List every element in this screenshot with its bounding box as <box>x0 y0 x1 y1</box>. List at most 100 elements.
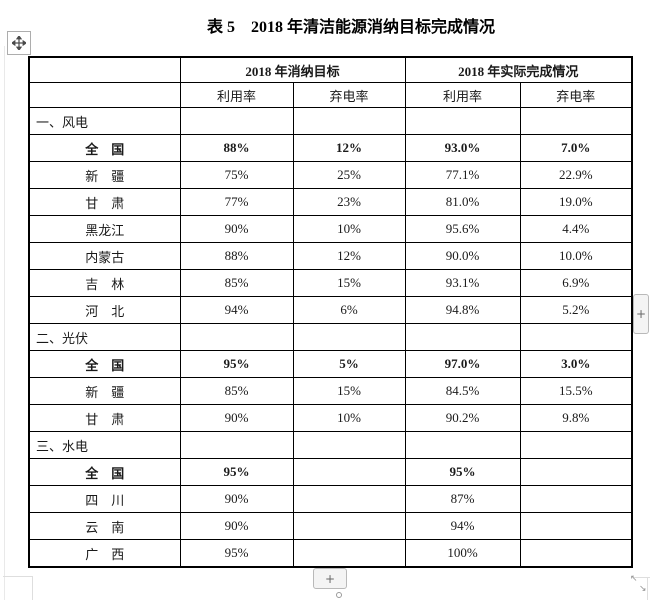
value-cell[interactable]: 5.2% <box>519 296 633 324</box>
region-header-cell[interactable] <box>28 82 181 108</box>
value-cell[interactable]: 88% <box>179 242 294 270</box>
value-cell[interactable]: 100% <box>404 539 521 568</box>
value-cell[interactable]: 90% <box>179 512 294 540</box>
region-cell[interactable]: 新 疆 <box>28 161 181 189</box>
value-cell[interactable]: 94.8% <box>404 296 521 324</box>
value-cell[interactable]: 95% <box>404 458 521 486</box>
value-cell[interactable]: 12% <box>292 134 406 162</box>
value-cell[interactable] <box>292 539 406 568</box>
sub-header-cell[interactable]: 弃电率 <box>292 82 406 108</box>
region-cell[interactable]: 吉 林 <box>28 269 181 297</box>
region-cell[interactable]: 黑龙江 <box>28 215 181 243</box>
region-cell[interactable]: 内蒙古 <box>28 242 181 270</box>
group-header-cell[interactable]: 2018 年实际完成情况 <box>404 56 633 83</box>
value-cell[interactable]: 90% <box>179 215 294 243</box>
value-cell[interactable]: 77.1% <box>404 161 521 189</box>
value-cell[interactable]: 97.0% <box>404 350 521 378</box>
region-cell[interactable]: 四 川 <box>28 485 181 513</box>
value-cell[interactable]: 93.1% <box>404 269 521 297</box>
region-cell[interactable]: 全 国 <box>28 458 181 486</box>
sub-header-cell[interactable]: 利用率 <box>404 82 521 108</box>
value-cell[interactable] <box>519 485 633 513</box>
value-cell[interactable]: 19.0% <box>519 188 633 216</box>
value-cell[interactable]: 95.6% <box>404 215 521 243</box>
value-cell[interactable]: 95% <box>179 350 294 378</box>
value-cell[interactable]: 4.4% <box>519 215 633 243</box>
region-cell[interactable]: 三、水电 <box>28 431 181 459</box>
value-cell[interactable]: 5% <box>292 350 406 378</box>
value-cell[interactable]: 25% <box>292 161 406 189</box>
value-cell[interactable]: 93.0% <box>404 134 521 162</box>
value-cell[interactable]: 85% <box>179 377 294 405</box>
table-resize-handle[interactable]: ↖ ↘ <box>629 574 649 596</box>
value-cell[interactable]: 10% <box>292 404 406 432</box>
sub-header-cell[interactable]: 弃电率 <box>519 82 633 108</box>
value-cell[interactable] <box>292 458 406 486</box>
value-cell[interactable]: 3.0% <box>519 350 633 378</box>
region-header-cell[interactable] <box>28 56 181 83</box>
value-cell[interactable]: 7.0% <box>519 134 633 162</box>
value-cell[interactable]: 90% <box>179 485 294 513</box>
value-cell[interactable]: 10.0% <box>519 242 633 270</box>
value-cell[interactable] <box>404 323 521 351</box>
move-icon <box>12 36 26 50</box>
value-cell[interactable]: 15.5% <box>519 377 633 405</box>
region-cell[interactable]: 广 西 <box>28 539 181 568</box>
value-cell[interactable] <box>519 539 633 568</box>
value-cell[interactable] <box>292 485 406 513</box>
value-cell[interactable] <box>292 323 406 351</box>
value-cell[interactable]: 90.0% <box>404 242 521 270</box>
value-cell[interactable]: 12% <box>292 242 406 270</box>
region-cell[interactable]: 甘 肃 <box>28 404 181 432</box>
value-cell[interactable] <box>292 431 406 459</box>
region-cell[interactable]: 全 国 <box>28 134 181 162</box>
value-cell[interactable] <box>519 458 633 486</box>
value-cell[interactable] <box>292 107 406 135</box>
region-cell[interactable]: 一、风电 <box>28 107 181 135</box>
value-cell[interactable]: 87% <box>404 485 521 513</box>
value-cell[interactable]: 94% <box>179 296 294 324</box>
column-drag-dot[interactable] <box>336 592 342 598</box>
page-title[interactable]: 表 5 2018 年清洁能源消纳目标完成情况 <box>206 19 495 36</box>
value-cell[interactable]: 77% <box>179 188 294 216</box>
value-cell[interactable]: 9.8% <box>519 404 633 432</box>
value-cell[interactable] <box>179 107 294 135</box>
insert-row-button[interactable]: + <box>313 568 347 589</box>
value-cell[interactable] <box>292 512 406 540</box>
value-cell[interactable] <box>404 431 521 459</box>
table-move-handle[interactable] <box>7 31 31 55</box>
value-cell[interactable]: 84.5% <box>404 377 521 405</box>
group-header-cell[interactable]: 2018 年消纳目标 <box>179 56 406 83</box>
value-cell[interactable]: 95% <box>179 458 294 486</box>
value-cell[interactable] <box>519 323 633 351</box>
value-cell[interactable]: 6.9% <box>519 269 633 297</box>
value-cell[interactable] <box>179 323 294 351</box>
value-cell[interactable]: 95% <box>179 539 294 568</box>
value-cell[interactable] <box>519 107 633 135</box>
value-cell[interactable]: 90.2% <box>404 404 521 432</box>
value-cell[interactable]: 75% <box>179 161 294 189</box>
sub-header-cell[interactable]: 利用率 <box>179 82 294 108</box>
value-cell[interactable]: 15% <box>292 377 406 405</box>
value-cell[interactable]: 94% <box>404 512 521 540</box>
value-cell[interactable]: 23% <box>292 188 406 216</box>
value-cell[interactable] <box>519 431 633 459</box>
value-cell[interactable]: 90% <box>179 404 294 432</box>
value-cell[interactable]: 22.9% <box>519 161 633 189</box>
value-cell[interactable]: 15% <box>292 269 406 297</box>
region-cell[interactable]: 二、光伏 <box>28 323 181 351</box>
region-cell[interactable]: 云 南 <box>28 512 181 540</box>
value-cell[interactable] <box>519 512 633 540</box>
value-cell[interactable] <box>404 107 521 135</box>
value-cell[interactable]: 88% <box>179 134 294 162</box>
region-cell[interactable]: 河 北 <box>28 296 181 324</box>
value-cell[interactable] <box>179 431 294 459</box>
region-cell[interactable]: 甘 肃 <box>28 188 181 216</box>
value-cell[interactable]: 10% <box>292 215 406 243</box>
value-cell[interactable]: 6% <box>292 296 406 324</box>
value-cell[interactable]: 81.0% <box>404 188 521 216</box>
region-cell[interactable]: 新 疆 <box>28 377 181 405</box>
insert-column-button[interactable]: + <box>633 294 649 334</box>
value-cell[interactable]: 85% <box>179 269 294 297</box>
region-cell[interactable]: 全 国 <box>28 350 181 378</box>
